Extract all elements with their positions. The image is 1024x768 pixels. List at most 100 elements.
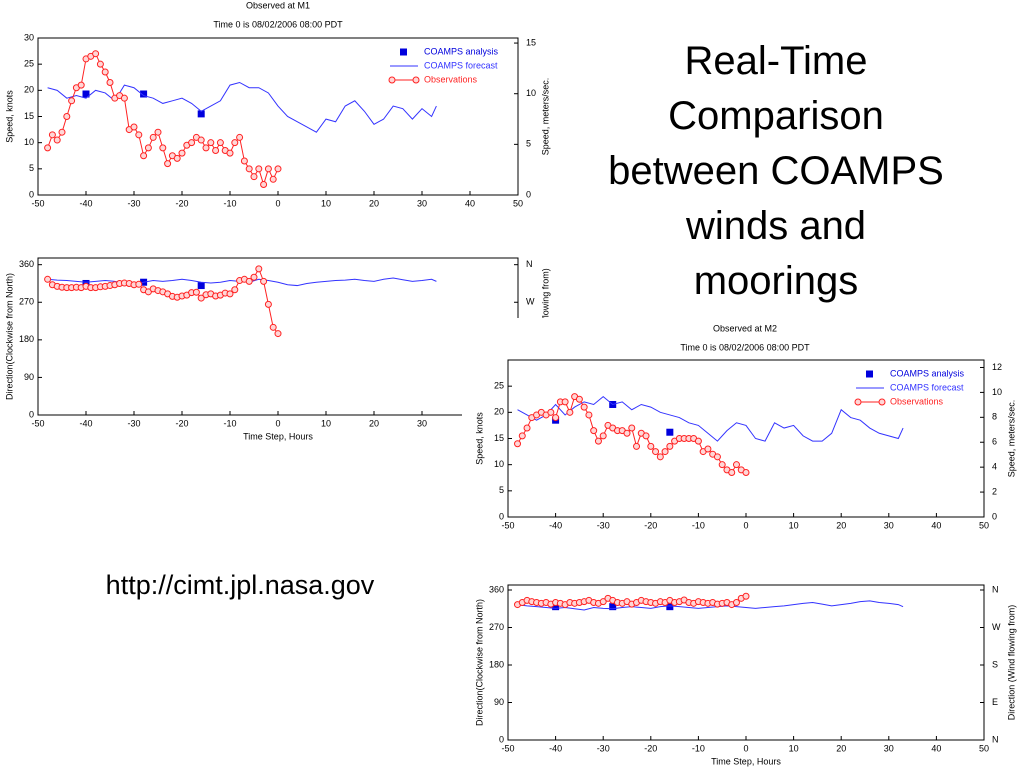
observation-marker bbox=[231, 139, 239, 147]
observation-marker bbox=[713, 453, 721, 461]
x-tick-label: -10 bbox=[692, 743, 705, 753]
observation-marker bbox=[264, 165, 272, 173]
x-tick-label: -30 bbox=[127, 418, 140, 428]
observation-marker bbox=[250, 173, 258, 181]
y2-axis-label: Direction (Wind flowing from) bbox=[1006, 605, 1016, 721]
x-tick-label: 50 bbox=[513, 198, 523, 208]
y2-tick-label: N bbox=[526, 259, 533, 269]
x-tick-label: -50 bbox=[501, 520, 514, 530]
observation-marker bbox=[575, 395, 583, 403]
observation-marker bbox=[255, 165, 263, 173]
x-tick-label: 30 bbox=[884, 743, 894, 753]
observation-marker bbox=[652, 448, 660, 456]
x-tick-label: 0 bbox=[275, 198, 280, 208]
legend-label: COAMPS forecast bbox=[890, 382, 964, 392]
x-tick-label: 10 bbox=[321, 418, 331, 428]
analysis-marker bbox=[609, 603, 617, 611]
observation-marker bbox=[202, 144, 210, 152]
y-tick-label: 0 bbox=[29, 409, 34, 419]
y2-axis-label: flowing from) bbox=[540, 268, 550, 320]
observation-marker bbox=[245, 277, 253, 285]
x-tick-label: -20 bbox=[644, 520, 657, 530]
observation-marker bbox=[274, 165, 282, 173]
observation-marker bbox=[197, 294, 205, 302]
y2-tick-label: S bbox=[992, 659, 998, 669]
y-tick-label: 360 bbox=[19, 259, 34, 269]
y2-tick-label: 0 bbox=[526, 189, 531, 199]
observation-marker bbox=[623, 429, 631, 437]
observation-marker bbox=[77, 81, 85, 89]
x-tick-label: -40 bbox=[549, 743, 562, 753]
observation-marker bbox=[260, 277, 268, 285]
y-tick-label: 5 bbox=[29, 163, 34, 173]
observation-marker bbox=[585, 411, 593, 419]
x-tick-label: -40 bbox=[79, 418, 92, 428]
y2-tick-label: 5 bbox=[526, 139, 531, 149]
y2-tick-label: 6 bbox=[992, 437, 997, 447]
x-tick-label: 10 bbox=[321, 198, 331, 208]
x-tick-label: -30 bbox=[597, 743, 610, 753]
x-tick-label: 20 bbox=[836, 743, 846, 753]
observation-marker bbox=[240, 157, 248, 165]
chart-title: Observed at M1 bbox=[246, 0, 310, 10]
observation-marker bbox=[144, 144, 152, 152]
x-tick-label: -50 bbox=[31, 418, 44, 428]
legend-swatch bbox=[400, 48, 407, 56]
x-tick-label: 10 bbox=[789, 520, 799, 530]
y-axis-label: Direction(Clockwise from North) bbox=[474, 599, 484, 726]
observation-marker bbox=[514, 440, 522, 448]
y-tick-label: 20 bbox=[494, 407, 504, 417]
legend-swatch bbox=[412, 76, 420, 84]
observation-marker bbox=[135, 280, 143, 288]
y2-tick-label: W bbox=[526, 297, 535, 307]
slide-title: Real-Time Comparison between COAMPS wind… bbox=[608, 39, 944, 303]
observation-marker bbox=[226, 290, 234, 298]
x-tick-label: 40 bbox=[465, 198, 475, 208]
observation-marker bbox=[58, 128, 66, 136]
analysis-marker bbox=[140, 90, 148, 98]
observation-marker bbox=[178, 149, 186, 157]
y2-tick-label: N bbox=[992, 734, 999, 744]
observation-marker bbox=[255, 265, 263, 273]
observation-marker bbox=[633, 442, 641, 450]
observation-marker bbox=[260, 181, 268, 189]
x-tick-label: -40 bbox=[549, 520, 562, 530]
y-tick-label: 180 bbox=[19, 334, 34, 344]
observation-marker bbox=[518, 432, 526, 440]
observation-marker bbox=[599, 598, 607, 606]
observation-marker bbox=[44, 144, 52, 152]
observation-marker bbox=[92, 50, 100, 58]
x-tick-label: 0 bbox=[743, 743, 748, 753]
y-tick-label: 30 bbox=[24, 32, 34, 42]
analysis-marker bbox=[82, 90, 90, 98]
chart-title: Observed at M2 bbox=[713, 323, 777, 333]
observation-marker bbox=[197, 136, 205, 144]
observation-marker bbox=[96, 60, 104, 68]
x-tick-label: 10 bbox=[789, 743, 799, 753]
observation-marker bbox=[742, 592, 750, 600]
series-line bbox=[517, 600, 904, 611]
x-tick-label: 30 bbox=[417, 198, 427, 208]
y2-tick-label: N bbox=[992, 584, 999, 594]
x-tick-label: -10 bbox=[223, 198, 236, 208]
observation-marker bbox=[264, 300, 272, 308]
observation-marker bbox=[661, 448, 669, 456]
x-axis-label: Time Step, Hours bbox=[243, 431, 313, 441]
y-tick-label: 25 bbox=[24, 59, 34, 69]
observation-marker bbox=[642, 432, 650, 440]
legend-label: COAMPS analysis bbox=[890, 368, 965, 378]
observation-marker bbox=[628, 424, 636, 432]
observation-marker bbox=[269, 175, 277, 183]
x-tick-label: -20 bbox=[175, 198, 188, 208]
x-tick-label: 20 bbox=[369, 198, 379, 208]
observation-marker bbox=[274, 330, 282, 338]
analysis-marker bbox=[552, 603, 560, 611]
x-tick-label: 30 bbox=[417, 418, 427, 428]
observation-marker bbox=[226, 149, 234, 157]
observation-marker bbox=[236, 133, 244, 141]
x-tick-label: -20 bbox=[175, 418, 188, 428]
observation-marker bbox=[647, 442, 655, 450]
x-tick-label: -30 bbox=[597, 520, 610, 530]
